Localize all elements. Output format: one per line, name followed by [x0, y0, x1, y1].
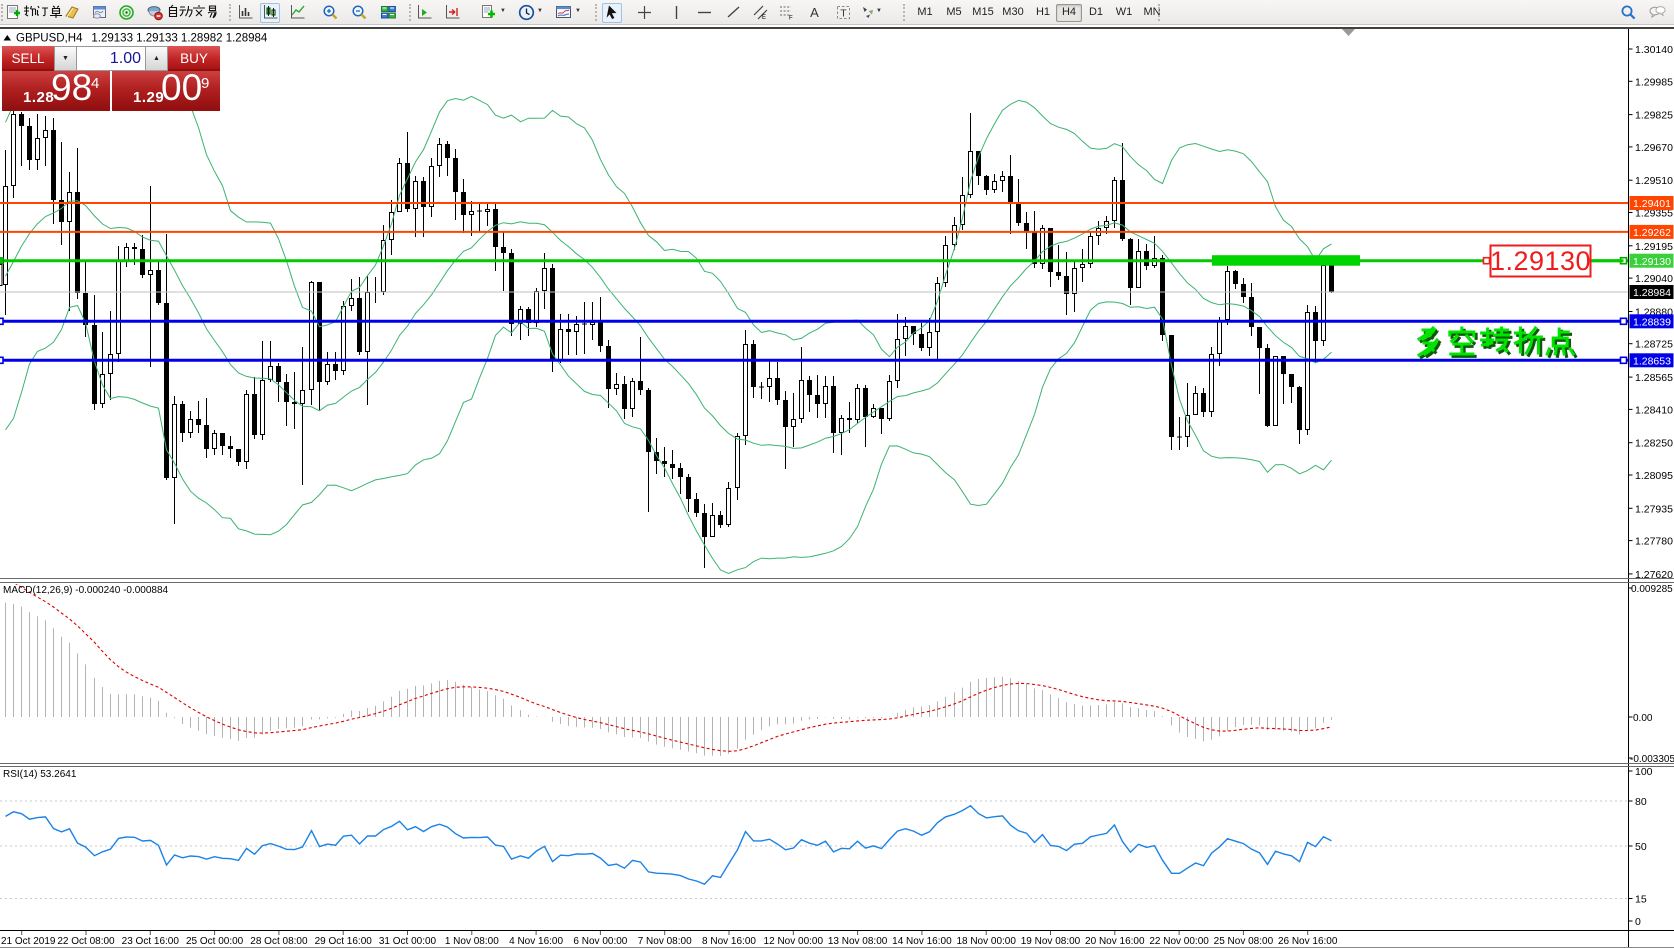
svg-text:A: A — [810, 5, 819, 20]
svg-text:6 Nov 00:00: 6 Nov 00:00 — [573, 936, 627, 947]
svg-text:20 Nov 16:00: 20 Nov 16:00 — [1085, 936, 1145, 947]
svg-text:25 Oct 00:00: 25 Oct 00:00 — [186, 936, 244, 947]
svg-text:4 Nov 16:00: 4 Nov 16:00 — [509, 936, 563, 947]
svg-text:31 Oct 00:00: 31 Oct 00:00 — [379, 936, 437, 947]
svg-text:22 Nov 00:00: 22 Nov 00:00 — [1149, 936, 1209, 947]
svg-text:12 Nov 00:00: 12 Nov 00:00 — [764, 936, 824, 947]
svg-text:0.00: 0.00 — [1633, 713, 1653, 724]
svg-text:1.28653: 1.28653 — [1633, 356, 1671, 368]
svg-text:0: 0 — [1635, 916, 1641, 928]
svg-text:7 Nov 08:00: 7 Nov 08:00 — [638, 936, 692, 947]
svg-text:14 Nov 16:00: 14 Nov 16:00 — [892, 936, 952, 947]
svg-text:F: F — [789, 16, 793, 22]
svg-text:GBPUSD,H4 1.29133 1.29133 1.2: GBPUSD,H4 1.29133 1.29133 1.28982 1.2898… — [16, 33, 268, 45]
svg-text:1.28839: 1.28839 — [1633, 317, 1671, 329]
svg-text:1.28410: 1.28410 — [1635, 404, 1673, 416]
svg-text:1.29825: 1.29825 — [1635, 110, 1673, 122]
svg-text:26 Nov 16:00: 26 Nov 16:00 — [1278, 936, 1338, 947]
svg-text:T: T — [840, 8, 847, 20]
svg-text:100: 100 — [1635, 766, 1653, 778]
svg-text:15: 15 — [1635, 894, 1647, 906]
svg-text:1.29985: 1.29985 — [1635, 76, 1673, 88]
svg-text:0.009285: 0.009285 — [1631, 584, 1673, 595]
svg-text:1.29670: 1.29670 — [1635, 142, 1673, 154]
svg-text:50: 50 — [1635, 841, 1647, 853]
svg-text:13 Nov 08:00: 13 Nov 08:00 — [828, 936, 888, 947]
svg-text:1.29510: 1.29510 — [1635, 175, 1673, 187]
svg-text:1.28984: 1.28984 — [1633, 287, 1671, 299]
svg-text:1.28565: 1.28565 — [1635, 372, 1673, 384]
svg-text:25 Nov 08:00: 25 Nov 08:00 — [1214, 936, 1274, 947]
svg-text:1.30140: 1.30140 — [1635, 44, 1673, 56]
svg-text:1.27620: 1.27620 — [1635, 569, 1673, 581]
svg-text:22 Oct 08:00: 22 Oct 08:00 — [57, 936, 115, 947]
svg-text:1.29040: 1.29040 — [1635, 273, 1673, 285]
svg-text:1.29355: 1.29355 — [1635, 208, 1673, 220]
svg-text:21 Oct 2019: 21 Oct 2019 — [1, 936, 56, 947]
svg-text:1.29195: 1.29195 — [1635, 241, 1673, 253]
svg-text:1.29401: 1.29401 — [1633, 198, 1671, 210]
svg-text:1.27780: 1.27780 — [1635, 536, 1673, 548]
svg-text:1 Nov 08:00: 1 Nov 08:00 — [445, 936, 499, 947]
svg-text:1.27935: 1.27935 — [1635, 503, 1673, 515]
svg-text:1.29130: 1.29130 — [1490, 246, 1591, 276]
svg-text:28 Oct 08:00: 28 Oct 08:00 — [250, 936, 308, 947]
svg-text:23 Oct 16:00: 23 Oct 16:00 — [122, 936, 180, 947]
svg-text:RSI(14) 53.2641: RSI(14) 53.2641 — [3, 769, 77, 780]
svg-text:29 Oct 16:00: 29 Oct 16:00 — [315, 936, 373, 947]
svg-text:1.28725: 1.28725 — [1635, 339, 1673, 351]
svg-text:1.28250: 1.28250 — [1635, 438, 1673, 450]
svg-text:1.29130: 1.29130 — [1633, 256, 1671, 268]
svg-text:E: E — [762, 15, 766, 21]
svg-text:18 Nov 00:00: 18 Nov 00:00 — [956, 936, 1016, 947]
svg-text:1.28095: 1.28095 — [1635, 470, 1673, 482]
svg-text:8 Nov 16:00: 8 Nov 16:00 — [702, 936, 756, 947]
svg-text:-0.003305: -0.003305 — [1630, 754, 1674, 765]
svg-text:MACD(12,26,9) -0.000240 -0.000: MACD(12,26,9) -0.000240 -0.000884 — [3, 585, 169, 596]
svg-text:80: 80 — [1635, 796, 1647, 808]
svg-text:1.29262: 1.29262 — [1633, 227, 1671, 239]
svg-text:19 Nov 08:00: 19 Nov 08:00 — [1021, 936, 1081, 947]
